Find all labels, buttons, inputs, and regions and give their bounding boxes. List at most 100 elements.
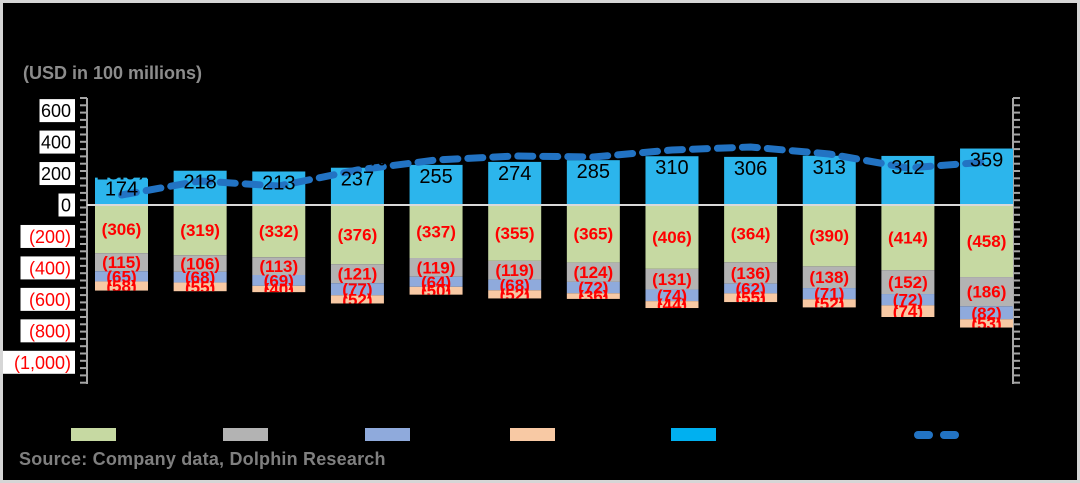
segment-value-label: (364) <box>731 225 771 244</box>
bar-segment-negative-green <box>95 205 148 254</box>
source-text: Source: Company data, Dolphin Research <box>19 449 386 469</box>
dashed-trend-line <box>118 143 991 199</box>
clipped-label-group: (52) <box>814 294 844 307</box>
y-tick-label: 200 <box>41 164 71 184</box>
bar-positive <box>802 155 856 205</box>
bar-segment-negative-blue <box>802 288 856 300</box>
bar-segment-negative-green <box>252 205 306 258</box>
segment-value-label: (106) <box>180 255 220 274</box>
bar-segment-negative-green <box>802 205 856 267</box>
bar-value-label: 274 <box>498 163 531 185</box>
bar-segment-negative-blue <box>173 271 227 283</box>
legend-swatch-green <box>71 428 116 441</box>
bar-segment-negative-orange <box>802 299 856 308</box>
segment-value-label: (52) <box>342 290 372 309</box>
y-tick-label: (800) <box>29 321 71 341</box>
bar-value-label: 312 <box>891 157 924 179</box>
segment-value-label: (55) <box>736 289 766 308</box>
clipped-label-group: (50) <box>421 282 451 301</box>
segment-value-label: (40) <box>264 280 294 299</box>
bar-segment-negative-green <box>881 205 935 271</box>
segment-value-label: (74) <box>893 302 923 321</box>
clipped-label-group: (53) <box>971 314 1001 333</box>
legend <box>71 428 959 441</box>
y-tick-box <box>20 319 75 343</box>
segment-value-label: (365) <box>573 225 613 244</box>
y-tick-label: 600 <box>41 101 71 121</box>
y-tick-box <box>39 130 75 154</box>
segment-value-label: (55) <box>185 278 215 297</box>
segment-value-label: (53) <box>971 314 1001 333</box>
segment-value-label: (121) <box>338 265 378 284</box>
bar-segment-negative-green <box>645 205 699 269</box>
segment-value-label: (406) <box>652 228 692 247</box>
clipped-label-group: (58) <box>106 277 136 291</box>
segment-value-label: (68) <box>185 268 215 287</box>
bar-segment-negative-blue <box>724 283 778 294</box>
segment-value-label: (306) <box>102 220 142 239</box>
bar-segment-negative-orange <box>566 293 620 299</box>
y-tick-box <box>20 256 75 280</box>
bar-segment-negative-green <box>330 205 384 265</box>
segment-value-label: (136) <box>731 264 771 283</box>
segment-value-label: (119) <box>495 261 534 280</box>
y-tick-box <box>39 162 75 186</box>
segment-value-label: (186) <box>967 283 1007 302</box>
segment-value-label: (319) <box>180 221 220 240</box>
segment-value-label: (355) <box>495 224 535 243</box>
segment-value-label: (71) <box>814 285 844 304</box>
y-tick-box <box>39 99 75 123</box>
bar-positive <box>173 170 227 205</box>
segment-value-label: (50) <box>421 282 451 301</box>
segment-value-label: (44) <box>657 296 687 315</box>
bar-segment-negative-orange <box>488 290 542 299</box>
bar-segment-negative-green <box>409 205 463 259</box>
bar-segment-negative-gray <box>409 258 463 277</box>
bar-positive <box>488 161 542 205</box>
bar-segment-negative-orange <box>95 281 148 291</box>
bar-value-label: 237 <box>341 169 374 191</box>
clipped-label-group: (55) <box>185 278 215 297</box>
segment-value-label: (119) <box>417 258 456 277</box>
clipped-label-group: (40) <box>264 280 294 299</box>
bar-value-label: 285 <box>577 161 610 183</box>
segment-value-label: (69) <box>264 271 294 290</box>
y-axis-labels: 600 400 200 0 (200) (400) (600) (800) (1,000) <box>3 99 75 374</box>
bar-positive <box>566 160 620 205</box>
bar-segment-negative-orange <box>252 285 306 293</box>
bar-segment-negative-gray <box>252 257 306 275</box>
bar-segment-negative-blue <box>330 283 384 296</box>
bar-value-label: 306 <box>734 158 767 180</box>
y-tick-label: (400) <box>29 258 71 278</box>
bar-segment-negative-green <box>724 205 778 263</box>
bar-segment-negative-orange <box>330 295 384 304</box>
clipped-label-group: (44) <box>657 296 687 315</box>
bar-segment-negative-gray <box>645 268 699 290</box>
bar-segment-negative-orange <box>724 293 778 303</box>
bar-value-label: 359 <box>970 150 1003 172</box>
legend-swatch-dashed-line <box>940 431 959 439</box>
bar-value-label: 218 <box>183 172 216 194</box>
bar-segment-negative-green <box>488 205 542 261</box>
bar-segment-negative-gray <box>566 262 620 282</box>
bar-segment-negative-orange <box>645 301 699 309</box>
segment-value-label: (138) <box>809 268 849 287</box>
segment-value-label: (414) <box>888 229 928 248</box>
segment-value-label: (72) <box>893 291 923 310</box>
segment-value-label: (458) <box>967 232 1007 251</box>
unit-label: (USD in 100 millions) <box>23 63 203 83</box>
bar-positive <box>724 156 778 205</box>
legend-swatch-blue <box>365 428 410 441</box>
bar-segment-negative-blue <box>488 279 542 291</box>
segment-value-label: (332) <box>259 222 299 241</box>
bar-value-label: 255 <box>419 166 452 188</box>
segment-value-label: (337) <box>416 223 456 242</box>
segment-value-label: (36) <box>578 287 608 306</box>
segment-value-label: (68) <box>500 276 530 295</box>
stacked-bar-line-chart: 600 400 200 0 (200) (400) (600) (800) (1,000) 174… <box>3 3 1020 441</box>
bar-labels: 174(306)(115)(65)(58)218(319)(106)(68)(5… <box>102 150 1007 333</box>
bar-value-label: 310 <box>655 157 688 179</box>
segment-value-label: (376) <box>338 226 378 245</box>
legend-swatch-dashed-line <box>914 431 933 439</box>
bar-segment-negative-orange <box>173 282 227 292</box>
